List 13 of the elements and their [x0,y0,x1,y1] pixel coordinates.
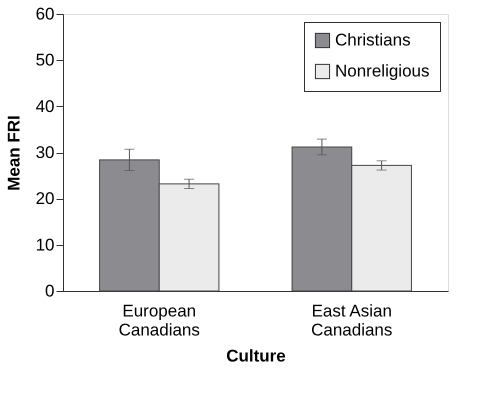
legend-label: Nonreligious [335,62,430,80]
y-axis-title: Mean FRI [4,115,24,191]
y-tick-label: 40 [36,96,54,116]
legend-label: Christians [335,30,411,50]
y-tick-label: 50 [36,50,54,70]
y-tick-label: 60 [36,4,54,24]
y-tick-label: 20 [36,189,54,208]
x-axis-title: Culture [226,346,286,366]
x-tick-label: European Canadians [118,302,200,340]
x-tick-label: East Asian Canadians [311,302,392,340]
y-tick-label: 10 [36,235,54,254]
y-tick-label: 0 [45,282,54,300]
y-tick-label: 30 [36,143,54,162]
